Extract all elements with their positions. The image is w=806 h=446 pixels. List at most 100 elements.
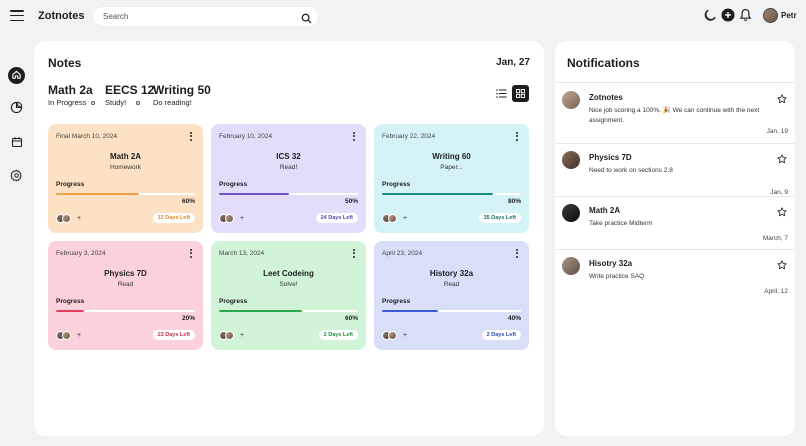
avatar: [388, 214, 397, 223]
notification-time: April, 12: [764, 288, 788, 295]
days-left-badge: 23 Days Left: [152, 330, 195, 340]
notification-time: Jan, 9: [770, 189, 788, 196]
note-card[interactable]: April 23, 2024 History 32a Read Progress…: [374, 241, 529, 350]
progress-fill: [56, 310, 84, 312]
more-options-icon[interactable]: [515, 132, 519, 142]
card-title: Physics 7D: [104, 269, 147, 278]
notification-message: Take practice Midterm: [589, 220, 653, 227]
user-avatar[interactable]: [763, 8, 778, 23]
sidebar-analytics[interactable]: [8, 101, 25, 118]
more-options-icon[interactable]: [189, 132, 193, 142]
progress-track: [56, 310, 195, 312]
search-input[interactable]: [103, 12, 293, 21]
note-card[interactable]: February 3, 2024 Physics 7D Read Progres…: [48, 241, 203, 350]
card-subtitle: Solve!: [279, 281, 298, 288]
progress-label: Progress: [56, 181, 85, 188]
more-options-icon[interactable]: [352, 132, 356, 142]
members: +: [219, 331, 244, 340]
add-icon[interactable]: [721, 8, 735, 26]
card-title: Math 2A: [109, 152, 142, 161]
divider: [555, 143, 795, 144]
members: +: [219, 214, 244, 223]
progress-percent: 50%: [344, 198, 358, 205]
sidebar-settings[interactable]: [8, 169, 25, 186]
card-subtitle: Homework: [109, 164, 142, 171]
grid-icon: [516, 85, 525, 103]
hamburger-menu-icon[interactable]: [10, 10, 24, 22]
add-member-icon[interactable]: +: [240, 215, 245, 222]
note-card[interactable]: March 13, 2024 Leet Codeing Solve! Progr…: [211, 241, 366, 350]
notes-title: Notes: [48, 56, 82, 70]
avatar: [225, 331, 234, 340]
avatar: [562, 91, 580, 109]
user-name[interactable]: Petr: [781, 11, 797, 20]
members: +: [382, 331, 407, 340]
star-icon[interactable]: [777, 151, 787, 169]
progress-track: [382, 193, 521, 195]
notes-date: Jan, 27: [496, 57, 530, 68]
list-view-button[interactable]: [493, 85, 510, 102]
add-member-icon[interactable]: +: [77, 332, 82, 339]
star-icon[interactable]: [777, 257, 787, 275]
app-logo: Zotnotes: [38, 10, 85, 22]
card-title: Writing 60: [432, 152, 471, 161]
days-left-badge: 12 Days Left: [152, 213, 195, 223]
star-icon[interactable]: [777, 91, 787, 109]
avatar: [388, 331, 397, 340]
progress-track: [382, 310, 521, 312]
stat-label: In Progress: [48, 98, 87, 107]
avatar: [562, 257, 580, 275]
card-title: ICS 32: [276, 152, 301, 161]
notes-panel: Notes Jan, 27 Math 2a In Progress EECS 1…: [34, 41, 544, 436]
home-icon: [11, 67, 22, 85]
days-left-badge: 2 Days Left: [481, 330, 521, 340]
card-date: April 23, 2024: [382, 250, 423, 257]
progress-percent: 60%: [181, 198, 195, 205]
card-subtitle: Read: [117, 281, 134, 288]
bell-icon[interactable]: [739, 8, 752, 26]
progress-percent: 20%: [181, 315, 195, 322]
add-member-icon[interactable]: +: [77, 215, 82, 222]
stat-label: Study!: [105, 98, 127, 107]
divider: [555, 196, 795, 197]
progress-percent: 60%: [344, 315, 358, 322]
notifications-title: Notifications: [567, 56, 640, 70]
add-member-icon[interactable]: +: [403, 332, 408, 339]
sidebar-home[interactable]: [8, 67, 25, 84]
notification-sender: Physics 7D: [589, 153, 632, 162]
add-member-icon[interactable]: +: [403, 215, 408, 222]
star-icon[interactable]: [777, 204, 787, 222]
search-icon[interactable]: [301, 11, 312, 29]
more-options-icon[interactable]: [515, 249, 519, 259]
progress-label: Progress: [56, 298, 85, 305]
avatar: [62, 331, 71, 340]
note-card[interactable]: Final March 10, 2024 Math 2A Homework Pr…: [48, 124, 203, 233]
notification-sender: Hisotry 32a: [589, 259, 633, 268]
members: +: [56, 214, 81, 223]
progress-label: Progress: [382, 181, 411, 188]
note-card[interactable]: February 22, 2024 Writing 60 Paper... Pr…: [374, 124, 529, 233]
more-options-icon[interactable]: [352, 249, 356, 259]
progress-label: Progress: [219, 298, 248, 305]
notification-sender: Math 2A: [589, 206, 621, 215]
members: +: [382, 214, 407, 223]
card-title: Leet Codeing: [263, 269, 314, 278]
sidebar-calendar[interactable]: [8, 135, 25, 152]
more-options-icon[interactable]: [189, 249, 193, 259]
note-card[interactable]: February 10, 2024 ICS 32 Read! Progress …: [211, 124, 366, 233]
progress-percent: 80%: [507, 198, 521, 205]
stat-math[interactable]: Math 2a In Progress: [48, 83, 96, 107]
card-title: History 32a: [429, 269, 474, 278]
top-bar: Zotnotes Petr: [0, 0, 806, 34]
stat-writing[interactable]: Writing 50 Do reading!: [153, 83, 211, 107]
add-member-icon[interactable]: +: [240, 332, 245, 339]
grid-view-button[interactable]: [512, 85, 529, 102]
status-dot-icon: [91, 100, 96, 105]
avatar: [62, 214, 71, 223]
stat-title: Writing 50: [153, 83, 211, 97]
progress-track: [219, 193, 358, 195]
search-bar[interactable]: [93, 7, 318, 26]
stat-eecs[interactable]: EECS 12 Study!: [105, 83, 154, 107]
dark-mode-moon-icon[interactable]: [704, 8, 718, 26]
progress-fill: [56, 193, 140, 195]
